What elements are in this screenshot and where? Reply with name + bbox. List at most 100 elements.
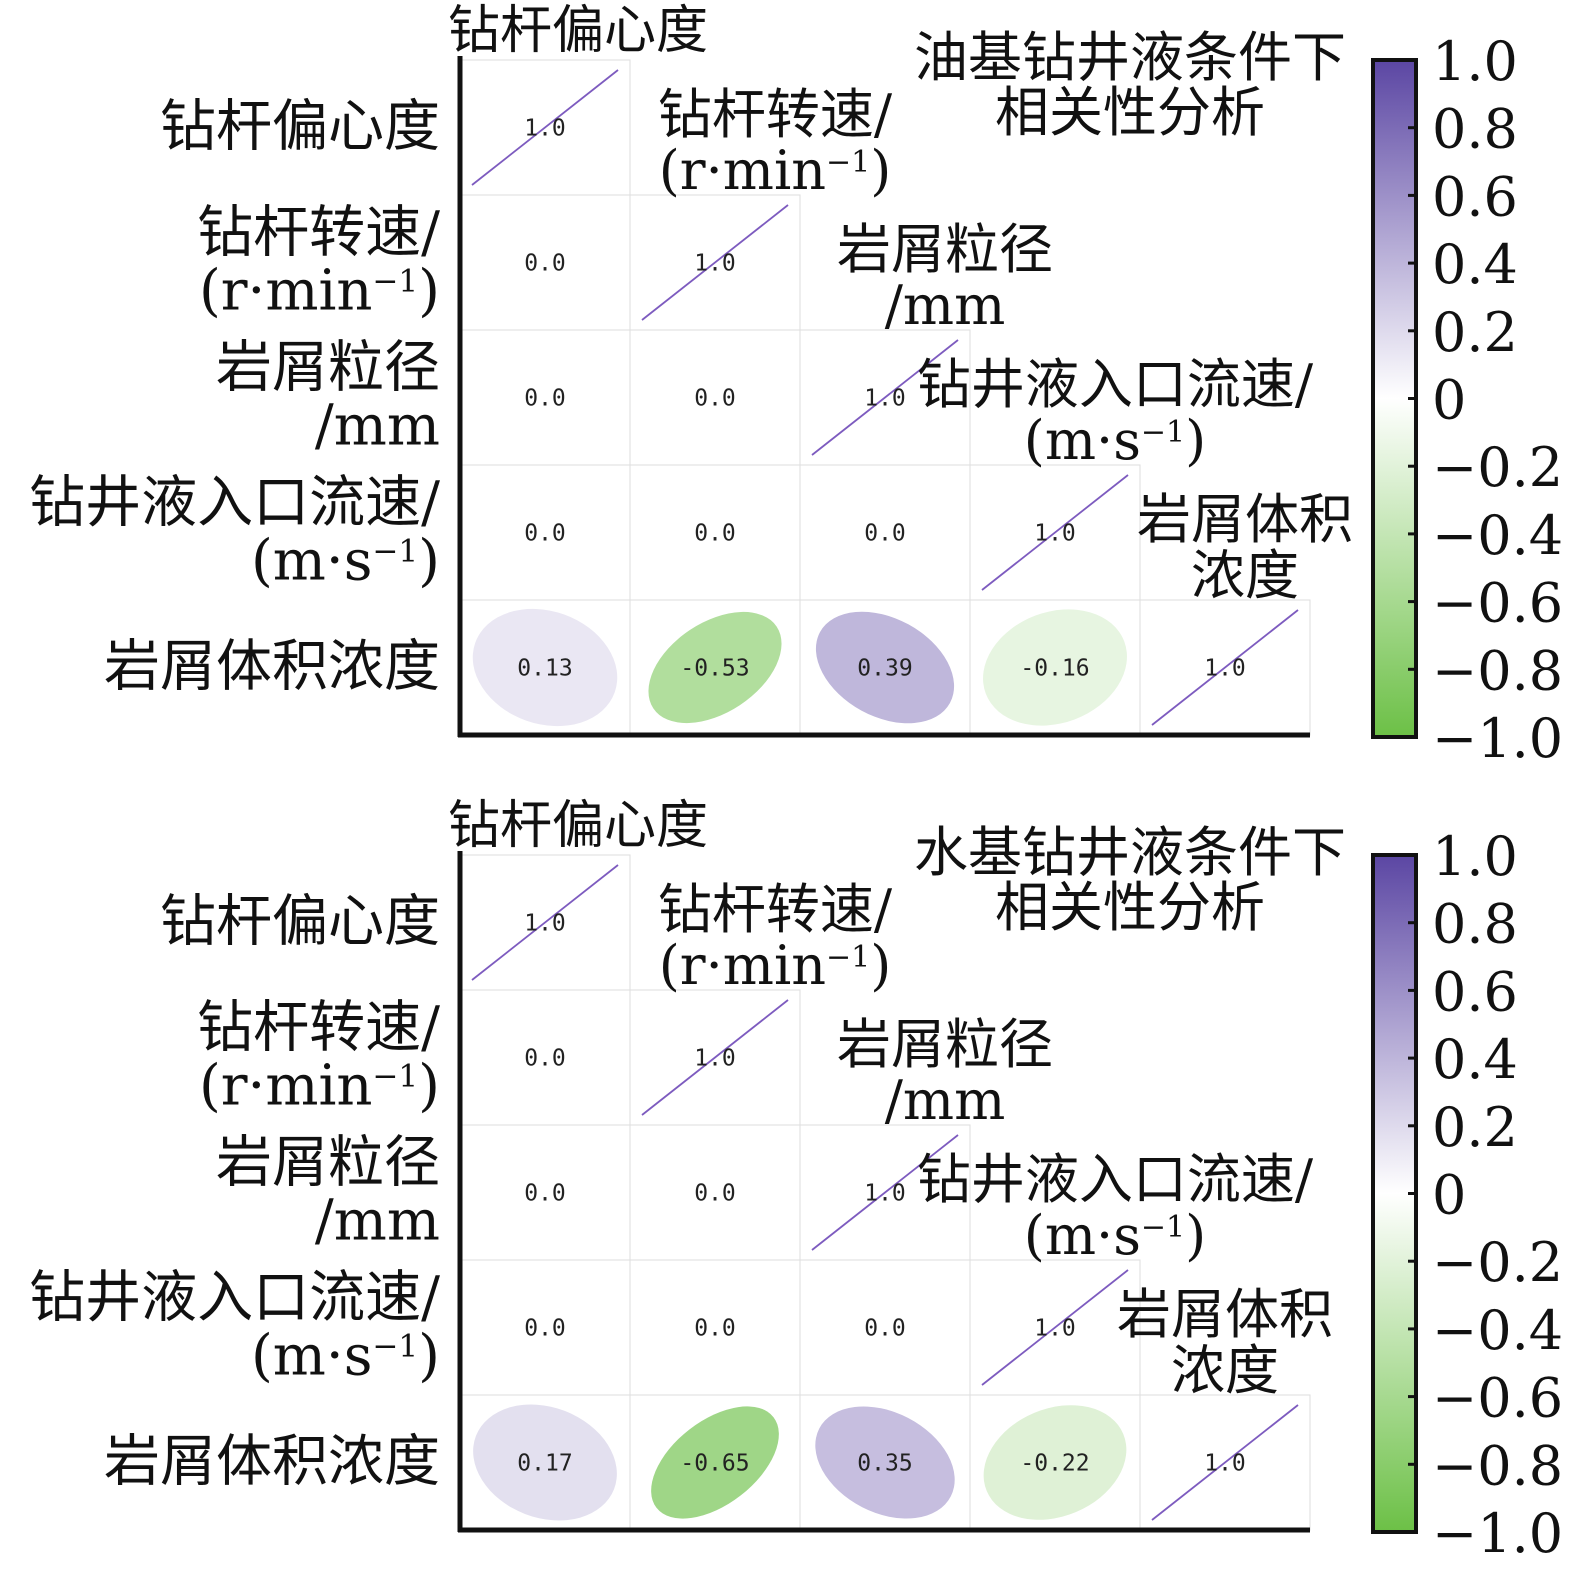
- column-label: /mm: [885, 1069, 1006, 1132]
- column-label: 浓度: [1191, 544, 1299, 607]
- correlation-ellipse: [815, 611, 955, 724]
- cell-value: -0.53: [680, 656, 749, 682]
- colorbar-tick-label: 0.6: [1432, 960, 1518, 1023]
- row-label: (m·s−1): [251, 529, 440, 594]
- diagonal-line: [1151, 1404, 1299, 1521]
- row-label: 岩屑粒径: [216, 336, 440, 401]
- cell-value: 0.0: [524, 1316, 566, 1342]
- colorbar-tick-label: 0.2: [1432, 301, 1518, 364]
- diagonal-line: [981, 474, 1129, 591]
- colorbar-tick-label: 0.4: [1432, 1028, 1518, 1091]
- cell-value: 0.0: [864, 521, 906, 547]
- panel-title: 油基钻井液条件下: [914, 26, 1346, 89]
- column-label: (r·min−1): [659, 934, 892, 997]
- row-label: 岩屑体积浓度: [104, 635, 440, 700]
- correlation-ellipse: [983, 1405, 1127, 1520]
- panel-title: 水基钻井液条件下: [914, 821, 1346, 884]
- colorbar-tick-label: 0.8: [1432, 893, 1518, 956]
- colorbar-tick-label: −0.4: [1432, 1299, 1563, 1362]
- row-label: 钻杆偏心度: [160, 95, 440, 160]
- cell-value: 0.0: [694, 1181, 736, 1207]
- row-label: 钻井液入口流速/: [29, 1266, 440, 1331]
- column-label: 岩屑粒径: [837, 1013, 1053, 1076]
- cell-value: 0.35: [857, 1451, 912, 1477]
- diagonal-line: [981, 1269, 1129, 1386]
- row-label: 钻杆偏心度: [160, 890, 440, 955]
- row-label: 钻井液入口流速/: [29, 471, 440, 536]
- cell-value: -0.16: [1020, 656, 1089, 682]
- cell-value: 0.0: [694, 521, 736, 547]
- row-label: (r·min−1): [199, 1054, 440, 1119]
- correlation-ellipse: [648, 611, 782, 724]
- cell-value: -0.65: [680, 1451, 749, 1477]
- row-label: 岩屑粒径: [216, 1131, 440, 1196]
- correlation-ellipse: [983, 609, 1127, 726]
- diagonal-line: [641, 204, 789, 321]
- colorbar-tick-label: −0.6: [1432, 1367, 1563, 1430]
- colorbar-tick-label: 0.8: [1432, 98, 1518, 161]
- cell-value: 1.0: [1034, 1316, 1076, 1342]
- colorbar-tick-label: −0.2: [1432, 436, 1563, 499]
- colorbar-tick-label: −0.8: [1432, 1434, 1563, 1497]
- cell-value: 0.0: [864, 1316, 906, 1342]
- cell-value: 0.0: [524, 1181, 566, 1207]
- cell-value: 0.17: [517, 1451, 572, 1477]
- cell-value: 1.0: [1204, 656, 1246, 682]
- diagonal-line: [641, 999, 789, 1116]
- column-label: (r·min−1): [659, 139, 892, 202]
- column-label: 岩屑体积: [1117, 1283, 1333, 1346]
- colorbar-tick-label: 1.0: [1432, 825, 1518, 888]
- cell-value: 0.39: [857, 656, 912, 682]
- row-label: 岩屑体积浓度: [104, 1430, 440, 1495]
- row-label: 钻杆转速/: [197, 996, 440, 1061]
- colorbar-tick-label: 0.6: [1432, 165, 1518, 228]
- correlation-ellipse: [815, 1406, 955, 1519]
- cell-value: 1.0: [694, 1046, 736, 1072]
- correlation-panel-1: 1.0 0.0 1.0 0.0 0.0 1.0 0.0 0.0 0.0 1.0 0.13 -0.53 0…: [29, 1, 1563, 770]
- cell-value: 0.13: [517, 656, 572, 682]
- cell-value: 0.0: [524, 1046, 566, 1072]
- column-label: (m·s−1): [1024, 1204, 1206, 1267]
- colorbar-tick-label: 0: [1432, 369, 1466, 432]
- correlation-panel-2: 1.0 0.0 1.0 0.0 0.0 1.0 0.0 0.0 0.0 1.0 0.17 -0.65 0…: [29, 796, 1563, 1565]
- diagonal-line: [471, 69, 619, 186]
- column-label: 钻井液入口流速/: [917, 1148, 1314, 1211]
- cell-value: 1.0: [524, 911, 566, 937]
- correlation-ellipse: [473, 1404, 617, 1521]
- diagonal-line: [1151, 609, 1299, 726]
- colorbar-tick-label: −1.0: [1432, 707, 1563, 770]
- cell-value: 0.0: [524, 251, 566, 277]
- diagonal-line: [471, 864, 619, 981]
- row-label: (m·s−1): [251, 1324, 440, 1389]
- column-label: 钻井液入口流速/: [917, 353, 1314, 416]
- cell-value: 1.0: [1034, 521, 1076, 547]
- column-label: 钻杆转速/: [658, 83, 893, 146]
- column-label: 钻杆偏心度: [448, 1, 708, 61]
- panel-title: 相关性分析: [995, 81, 1265, 144]
- panel-title: 相关性分析: [995, 876, 1265, 939]
- column-label: 钻杆偏心度: [448, 796, 708, 856]
- correlation-ellipse: [472, 608, 618, 727]
- colorbar-tick-label: −0.2: [1432, 1231, 1563, 1294]
- colorbar-tick-label: 0.4: [1432, 233, 1518, 296]
- row-label: 钻杆转速/: [197, 201, 440, 266]
- cell-value: 0.0: [694, 1316, 736, 1342]
- colorbar-tick-label: −0.6: [1432, 572, 1563, 635]
- cell-value: -0.22: [1020, 1451, 1089, 1477]
- cell-value: 0.0: [524, 521, 566, 547]
- diagonal-line: [811, 339, 959, 456]
- cell-value: 0.0: [694, 386, 736, 412]
- cell-value: 1.0: [694, 251, 736, 277]
- row-label: (r·min−1): [199, 259, 440, 324]
- column-label: (m·s−1): [1024, 409, 1206, 472]
- colorbar-tick-label: −0.8: [1432, 639, 1563, 702]
- cell-value: 1.0: [1204, 1451, 1246, 1477]
- row-label: /mm: [315, 394, 440, 459]
- row-label: /mm: [315, 1189, 440, 1254]
- colorbar-tick-label: 0: [1432, 1164, 1466, 1227]
- cell-value: 0.0: [524, 386, 566, 412]
- diagonal-line: [811, 1134, 959, 1251]
- column-label: 岩屑体积: [1137, 488, 1353, 551]
- colorbar-tick-label: −1.0: [1432, 1502, 1563, 1565]
